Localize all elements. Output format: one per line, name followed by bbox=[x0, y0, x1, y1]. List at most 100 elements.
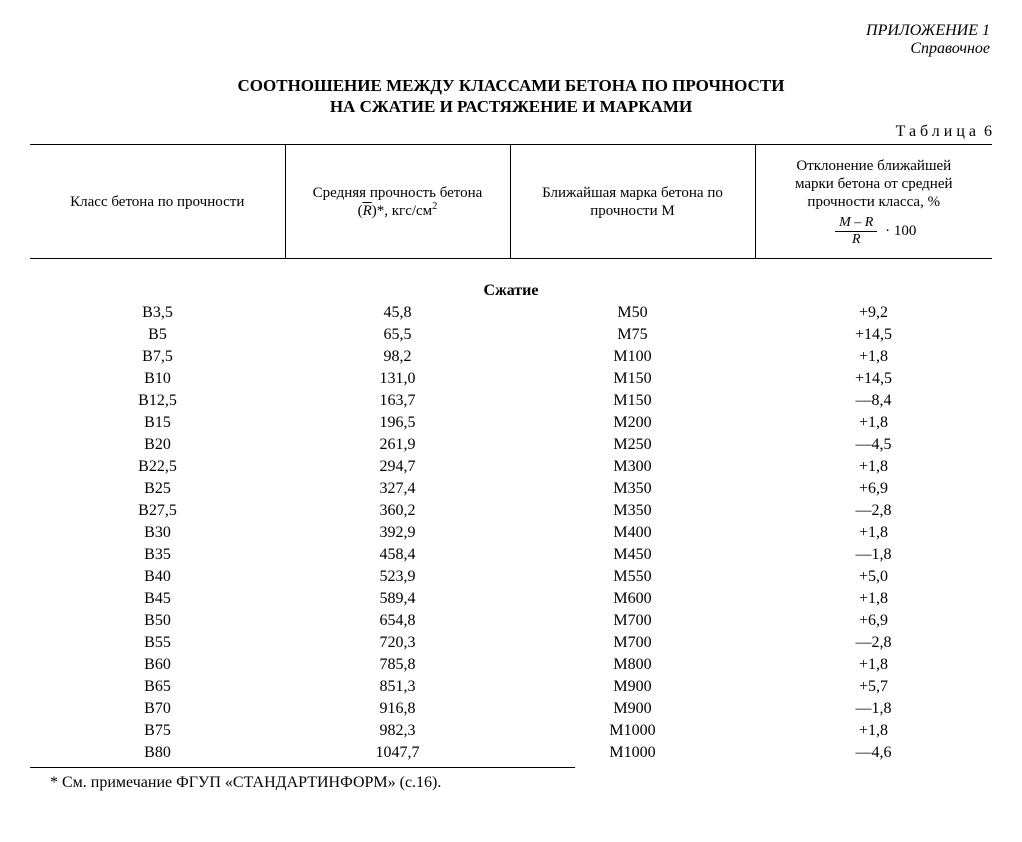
table-cell: 261,9 bbox=[285, 435, 510, 457]
table-cell: —2,8 bbox=[755, 633, 992, 655]
table-cell: +9,2 bbox=[755, 303, 992, 325]
table-cell: В5 bbox=[30, 325, 285, 347]
table-cell: —1,8 bbox=[755, 699, 992, 721]
table-cell: М900 bbox=[510, 699, 755, 721]
col2-exp: 2 bbox=[432, 201, 437, 212]
table-cell: +14,5 bbox=[755, 369, 992, 391]
table-row: В27,5360,2М350—2,8 bbox=[30, 501, 992, 523]
table-cell: М100 bbox=[510, 347, 755, 369]
table-cell: М550 bbox=[510, 567, 755, 589]
table-row: В40523,9М550+5,0 bbox=[30, 567, 992, 589]
col-header-strength: Средняя прочность бетона (R)*, кгс/см2 bbox=[285, 144, 510, 258]
table-cell: 458,4 bbox=[285, 545, 510, 567]
col2-formula: (R)*, кгс/см2 bbox=[358, 203, 438, 219]
table-cell: В60 bbox=[30, 655, 285, 677]
table-cell: В27,5 bbox=[30, 501, 285, 523]
table-cell: +1,8 bbox=[755, 413, 992, 435]
table-row: В70916,8М900—1,8 bbox=[30, 699, 992, 721]
table-cell: В7,5 bbox=[30, 347, 285, 369]
table-cell: В80 bbox=[30, 743, 285, 765]
page: ПРИЛОЖЕНИЕ 1 Справочное СООТНОШЕНИЕ МЕЖД… bbox=[0, 0, 1022, 792]
table-cell: 360,2 bbox=[285, 501, 510, 523]
table-cell: М600 bbox=[510, 589, 755, 611]
table-cell: В35 bbox=[30, 545, 285, 567]
col2-pretext: Средняя прочность бетона bbox=[313, 185, 483, 201]
table-caption: Таблица6 bbox=[30, 123, 992, 141]
table-cell: +6,9 bbox=[755, 611, 992, 633]
table-cell: М350 bbox=[510, 501, 755, 523]
footnote: * См. примечание ФГУП «СТАНДАРТИНФОРМ» (… bbox=[50, 774, 992, 792]
table-row: В30392,9М400+1,8 bbox=[30, 523, 992, 545]
table-row: В60785,8М800+1,8 bbox=[30, 655, 992, 677]
table-cell: М700 bbox=[510, 611, 755, 633]
table-cell: В3,5 bbox=[30, 303, 285, 325]
table-cell: 98,2 bbox=[285, 347, 510, 369]
section-label: Сжатие bbox=[30, 281, 992, 303]
table-row: В3,545,8М50+9,2 bbox=[30, 303, 992, 325]
table-row: В7,598,2М100+1,8 bbox=[30, 347, 992, 369]
table-cell: В22,5 bbox=[30, 457, 285, 479]
table-cell: 720,3 bbox=[285, 633, 510, 655]
table-cell: В12,5 bbox=[30, 391, 285, 413]
table-cell: М700 bbox=[510, 633, 755, 655]
appendix-label: ПРИЛОЖЕНИЕ 1 bbox=[30, 22, 990, 40]
table-cell: В20 bbox=[30, 435, 285, 457]
table-cell: М1000 bbox=[510, 743, 755, 765]
col-header-class: Класс бетона по прочности bbox=[30, 144, 285, 258]
table-cell: 45,8 bbox=[285, 303, 510, 325]
col4-line3: прочности класса, % bbox=[762, 193, 987, 211]
bottom-rule bbox=[30, 767, 575, 768]
table-cell: 196,5 bbox=[285, 413, 510, 435]
table-cell: —1,8 bbox=[755, 545, 992, 567]
table-cell: М300 bbox=[510, 457, 755, 479]
table-cell: В10 bbox=[30, 369, 285, 391]
col4-line1: Отклонение ближайшей bbox=[762, 157, 987, 175]
table-row: В75982,3М1000+1,8 bbox=[30, 721, 992, 743]
table-cell: В75 bbox=[30, 721, 285, 743]
title-line-2: НА СЖАТИЕ И РАСТЯЖЕНИЕ И МАРКАМИ bbox=[330, 97, 692, 116]
col4-formula: M – R R · 100 bbox=[762, 215, 987, 248]
table-cell: 327,4 bbox=[285, 479, 510, 501]
col3-line1: Ближайшая марка бетона по bbox=[542, 185, 723, 201]
table-cell: В70 bbox=[30, 699, 285, 721]
title-line-1: СООТНОШЕНИЕ МЕЖДУ КЛАССАМИ БЕТОНА ПО ПРО… bbox=[238, 76, 785, 95]
table-caption-word: Таблица bbox=[896, 123, 980, 140]
col2-units: , кгс/см bbox=[384, 203, 432, 219]
table-cell: 1047,7 bbox=[285, 743, 510, 765]
col4-mult: · 100 bbox=[885, 223, 916, 239]
fraction-denominator: R bbox=[835, 232, 877, 248]
table-cell: 654,8 bbox=[285, 611, 510, 633]
table-cell: +1,8 bbox=[755, 655, 992, 677]
page-title: СООТНОШЕНИЕ МЕЖДУ КЛАССАМИ БЕТОНА ПО ПРО… bbox=[30, 75, 992, 118]
table-cell: +1,8 bbox=[755, 721, 992, 743]
table-row: В65851,3М900+5,7 bbox=[30, 677, 992, 699]
table-cell: В25 bbox=[30, 479, 285, 501]
table-cell: 589,4 bbox=[285, 589, 510, 611]
table-cell: М75 bbox=[510, 325, 755, 347]
col3-line2: прочности М bbox=[590, 203, 674, 219]
table-row: В45589,4М600+1,8 bbox=[30, 589, 992, 611]
table-header: Класс бетона по прочности Средняя прочно… bbox=[30, 144, 992, 258]
table-cell: +1,8 bbox=[755, 457, 992, 479]
table-cell: +1,8 bbox=[755, 347, 992, 369]
section-row: Сжатие bbox=[30, 281, 992, 303]
table-cell: В40 bbox=[30, 567, 285, 589]
table-row: В50654,8М700+6,9 bbox=[30, 611, 992, 633]
table-cell: В45 bbox=[30, 589, 285, 611]
table-cell: 916,8 bbox=[285, 699, 510, 721]
col-header-deviation: Отклонение ближайшей марки бетона от сре… bbox=[755, 144, 992, 258]
table-cell: М400 bbox=[510, 523, 755, 545]
table-cell: —4,5 bbox=[755, 435, 992, 457]
reference-label: Справочное bbox=[30, 40, 990, 58]
table-cell: 982,3 bbox=[285, 721, 510, 743]
table-cell: 851,3 bbox=[285, 677, 510, 699]
table-row: В22,5294,7М300+1,8 bbox=[30, 457, 992, 479]
table-cell: 65,5 bbox=[285, 325, 510, 347]
table-cell: В50 bbox=[30, 611, 285, 633]
table-cell: +14,5 bbox=[755, 325, 992, 347]
table-cell: М250 bbox=[510, 435, 755, 457]
col-header-mark: Ближайшая марка бетона по прочности М bbox=[510, 144, 755, 258]
table-row: В20261,9М250—4,5 bbox=[30, 435, 992, 457]
table-cell: 523,9 bbox=[285, 567, 510, 589]
table-cell: —8,4 bbox=[755, 391, 992, 413]
